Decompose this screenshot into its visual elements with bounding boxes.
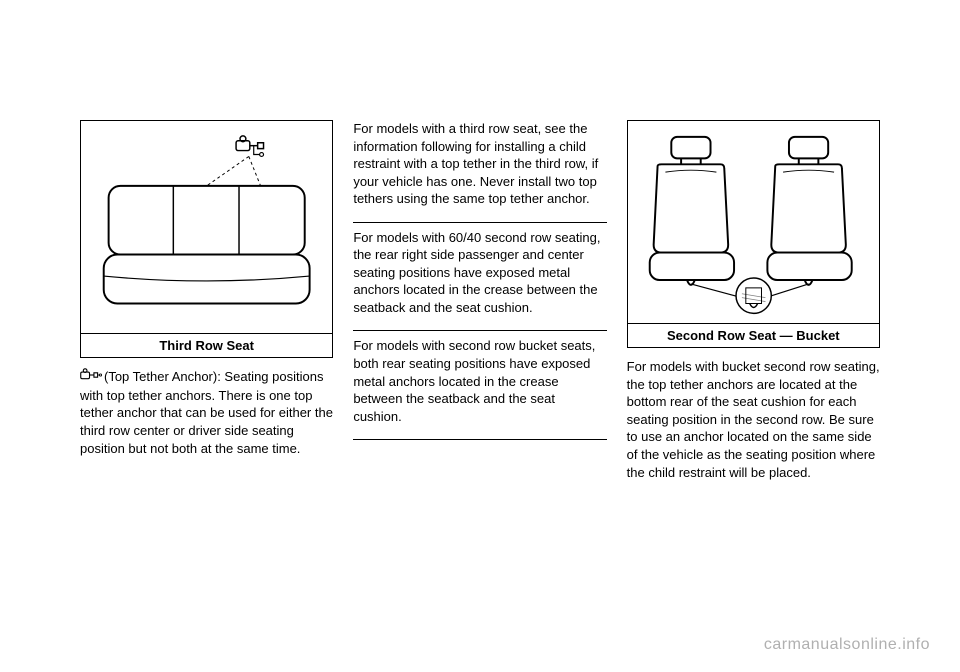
col3-para1: For models with bucket second row seatin… (627, 358, 880, 481)
third-row-caption: Third Row Seat (80, 334, 333, 358)
bucket-seat-figure (627, 120, 880, 324)
column-3: Second Row Seat — Bucket For models with… (627, 120, 880, 489)
bucket-seat-illustration (636, 129, 871, 315)
column-1: Third Row Seat (Top Tether Anchor): Seat… (80, 120, 333, 489)
watermark-text: carmanualsonline.info (764, 636, 930, 654)
page-content: Third Row Seat (Top Tether Anchor): Seat… (0, 0, 960, 529)
column-2: For models with a third row seat, see th… (353, 120, 606, 489)
divider-3 (353, 439, 606, 440)
col2-para1: For models with a third row seat, see th… (353, 120, 606, 208)
tether-anchor-paragraph: (Top Tether Anchor): Seating positions w… (80, 368, 333, 457)
bench-seat-illustration (89, 129, 324, 325)
bucket-seat-caption: Second Row Seat — Bucket (627, 324, 880, 348)
third-row-seat-figure (80, 120, 333, 334)
col2-para2: For models with 60/40 second row seating… (353, 229, 606, 317)
tether-anchor-text: (Top Tether Anchor): Seating positions w… (80, 369, 333, 455)
divider-2 (353, 330, 606, 331)
col2-para3: For models with second row bucket seats,… (353, 337, 606, 425)
divider-1 (353, 222, 606, 223)
tether-anchor-icon (80, 368, 102, 387)
